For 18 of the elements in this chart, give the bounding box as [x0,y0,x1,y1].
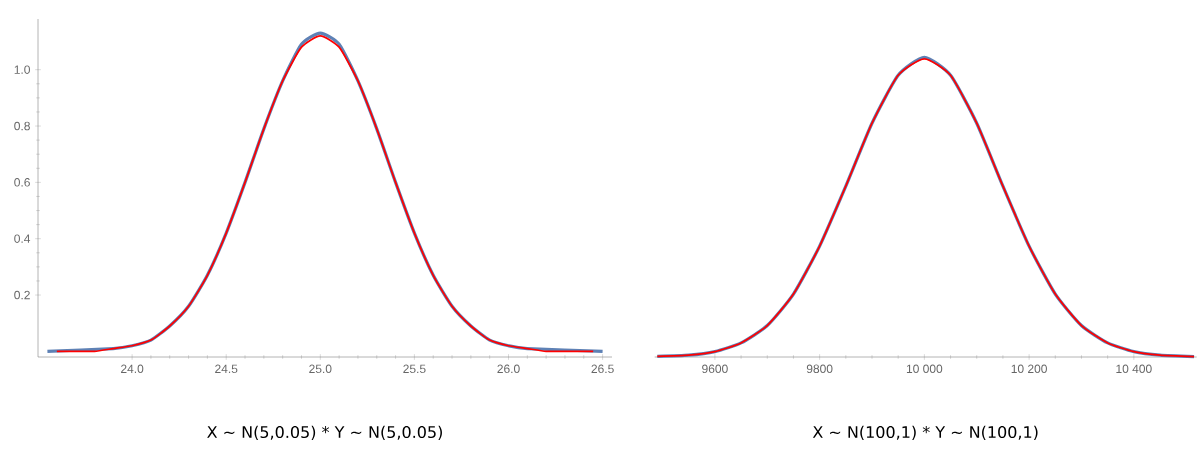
x-tick-label: 26.0 [497,364,520,374]
x-tick-label: 9600 [702,364,728,374]
x-tick-label: 24.5 [215,364,238,374]
y-tick-label: 1.0 [14,65,30,74]
x-tick-label: 9800 [806,364,833,374]
x-axis-title: X ∼ N(100,1) * Y ∼ N(100,1) [812,425,1038,440]
x-tick-label: 26.5 [591,364,614,374]
x-tick-label: 24.0 [121,364,144,374]
x-axis-title: X ∼ N(5,0.05) * Y ∼ N(5,0.05) [207,425,442,440]
y-tick-label: 0.8 [14,121,30,131]
y-tick-label: 0.4 [14,234,31,243]
x-tick-label: 10 000 [906,364,943,374]
y-tick-label: 0.2 [14,290,30,300]
x-tick-label: 25.5 [403,364,426,374]
x-tick-label: 10 400 [1116,364,1152,374]
x-tick-label: 10 200 [1011,364,1047,374]
x-tick-label: 25.0 [309,364,332,374]
y-tick-label: 0.6 [14,178,30,187]
